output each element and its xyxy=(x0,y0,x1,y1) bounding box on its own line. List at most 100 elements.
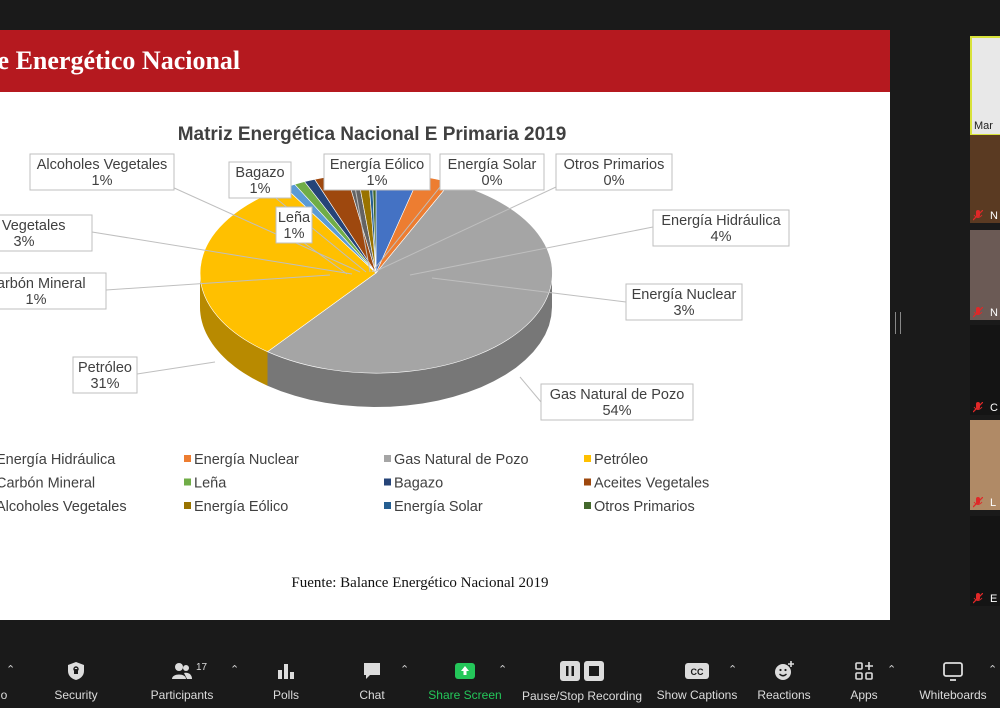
security-label: Security xyxy=(54,688,98,702)
data-label-box xyxy=(323,153,431,191)
chevron-up-icon[interactable]: ⌃ xyxy=(498,664,508,676)
participant-name: C xyxy=(990,402,998,414)
captions-label: Show Captions xyxy=(656,688,738,702)
chevron-up-icon[interactable]: ⌃ xyxy=(400,664,410,676)
legend-label: Leña xyxy=(194,476,227,492)
chevron-up-icon[interactable]: ⌃ xyxy=(887,664,897,676)
participant-tile[interactable]: C xyxy=(970,325,1000,415)
legend-item: Aceites Vegetales xyxy=(584,476,709,492)
data-label-value: 3% xyxy=(14,234,35,250)
participant-name: L xyxy=(990,497,997,509)
participant-name: N xyxy=(990,307,998,319)
data-label-value: 0% xyxy=(482,173,503,189)
legend-swatch xyxy=(184,455,191,462)
data-label-value: 1% xyxy=(367,173,388,189)
data-label-box xyxy=(0,214,93,252)
participant-name: N xyxy=(990,210,998,222)
chevron-up-icon[interactable]: ⌃ xyxy=(728,664,738,676)
pie-slices xyxy=(199,172,553,407)
leader-lines xyxy=(91,186,654,403)
participant-tile[interactable]: E xyxy=(970,516,1000,606)
legend-item: Leña xyxy=(184,476,227,492)
legend-swatch xyxy=(384,455,391,462)
legend-item: Energía Eólico xyxy=(184,499,288,515)
muted-mic-icon xyxy=(973,210,983,221)
polls-button[interactable]: Polls xyxy=(266,640,306,708)
leader-line xyxy=(91,231,353,275)
polls-icon xyxy=(278,664,294,679)
apps-label: Apps xyxy=(850,688,878,702)
muted-mic-icon xyxy=(973,593,983,604)
leader-line xyxy=(371,186,441,273)
data-label-name: Energía Nuclear xyxy=(632,287,737,303)
data-label-box xyxy=(652,209,790,247)
legend-item: Otros Primarios xyxy=(584,499,695,515)
legend-label: Carbón Mineral xyxy=(0,476,95,492)
data-label-box xyxy=(228,161,292,199)
recording-label: Pause/Stop Recording xyxy=(522,689,643,703)
participant-tile[interactable]: N xyxy=(970,230,1000,320)
leader-line xyxy=(105,274,331,291)
legend-item: Energía Nuclear xyxy=(184,452,299,468)
whiteboards-label: Whiteboards xyxy=(919,688,987,702)
share-screen-button[interactable]: Share Screen xyxy=(426,640,504,708)
participants-button[interactable]: 17 Participants xyxy=(146,640,218,708)
recording-button[interactable]: Pause/Stop Recording xyxy=(522,640,642,708)
participants-count: 17 xyxy=(196,662,208,673)
legend-label: Alcoholes Vegetales xyxy=(0,499,127,515)
share-screen-icon xyxy=(455,663,475,679)
chat-icon xyxy=(364,663,380,679)
chat-button[interactable]: Chat xyxy=(352,640,392,708)
data-label-name: Energía Hidráulica xyxy=(661,213,781,229)
data-label-box xyxy=(275,206,313,244)
participant-tile[interactable]: N xyxy=(970,135,1000,223)
partial-toolbar-button[interactable]: o xyxy=(0,640,14,708)
legend-swatch xyxy=(384,502,391,509)
data-label-box xyxy=(0,272,107,310)
legend-item: Energía Hidráulica xyxy=(0,452,116,468)
participant-tile[interactable]: Mar xyxy=(970,36,1000,136)
legend-swatch xyxy=(184,502,191,509)
leader-line xyxy=(171,186,361,273)
captions-button[interactable]: CC Show Captions xyxy=(655,640,739,708)
share-screen-label: Share Screen xyxy=(428,688,502,702)
reactions-button[interactable]: Reactions xyxy=(754,640,814,708)
shield-icon xyxy=(68,662,84,680)
reactions-label: Reactions xyxy=(757,688,811,702)
participants-label: Participants xyxy=(150,688,214,702)
leader-line xyxy=(431,277,627,303)
chevron-up-icon[interactable]: ⌃ xyxy=(230,664,240,676)
legend-label: Gas Natural de Pozo xyxy=(394,452,529,468)
pie-side-gas-natural-de-pozo xyxy=(267,273,552,407)
apps-button[interactable]: Apps xyxy=(846,640,882,708)
legend-item: Alcoholes Vegetales xyxy=(0,499,127,515)
participant-tile[interactable]: L xyxy=(970,420,1000,510)
participant-name: Mar xyxy=(974,120,993,132)
legend-label: Energía Nuclear xyxy=(194,452,299,468)
security-button[interactable]: Security xyxy=(46,640,106,708)
pie-side-walls xyxy=(200,273,552,407)
chevron-up-icon[interactable]: ⌃ xyxy=(6,664,16,676)
whiteboards-button[interactable]: Whiteboards xyxy=(916,640,990,708)
pie-side-petr-leo xyxy=(200,273,268,386)
chevron-up-icon[interactable]: ⌃ xyxy=(988,664,998,676)
data-label-name: Energía Solar xyxy=(448,157,537,173)
legend-label: Energía Eólico xyxy=(194,499,288,515)
legend-swatch xyxy=(184,478,191,486)
legend-swatch xyxy=(584,455,591,462)
apps-icon xyxy=(855,662,873,680)
data-label-name: Carbón Mineral xyxy=(0,276,86,292)
panel-resize-handle[interactable] xyxy=(895,312,901,334)
legend-swatch xyxy=(584,502,591,509)
chart-legend: Energía Hidráulica Energía Nuclear Gas Nat… xyxy=(0,452,709,515)
data-label-box xyxy=(439,153,545,191)
leader-line xyxy=(409,226,654,276)
